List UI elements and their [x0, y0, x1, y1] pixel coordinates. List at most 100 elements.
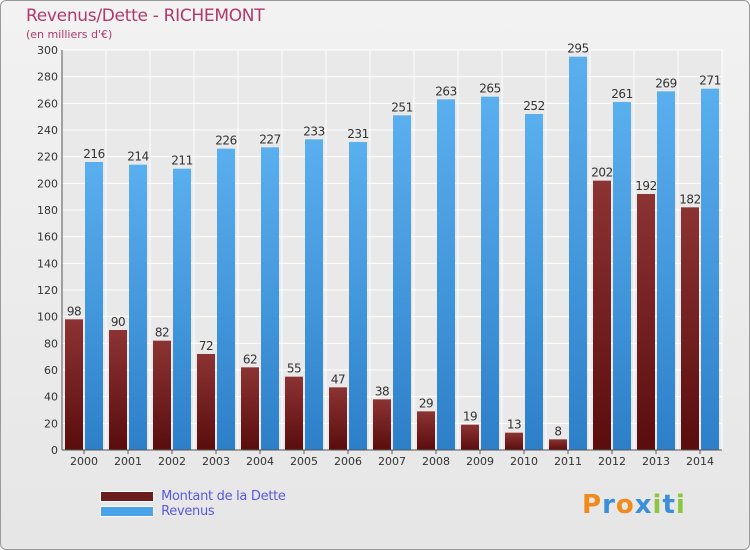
data-label-dette: 29	[419, 396, 433, 410]
bar-dette	[417, 411, 435, 450]
grid	[61, 49, 723, 451]
x-tick-label: 2004	[246, 455, 274, 468]
data-label-revenus: 231	[347, 127, 368, 141]
y-tick-label: 120	[37, 284, 58, 297]
logo-letter: r	[602, 490, 616, 520]
bar-dette	[681, 207, 699, 450]
bar-revenus	[481, 96, 499, 451]
y-tick-label: 200	[37, 177, 58, 190]
logo-letter: t	[662, 490, 676, 520]
bar-dette	[285, 376, 303, 450]
logo-letter: i	[675, 490, 686, 520]
x-tick-label: 2008	[422, 455, 450, 468]
legend-label-dette: Montant de la Dette	[161, 489, 286, 504]
bar-revenus	[393, 115, 411, 450]
data-label-dette: 182	[679, 192, 700, 206]
plot-area	[62, 50, 722, 450]
data-label-dette: 82	[155, 326, 169, 340]
bar-revenus	[129, 164, 147, 450]
bar-dette	[461, 424, 479, 450]
data-label-dette: 98	[67, 304, 81, 318]
data-label-dette: 72	[199, 339, 213, 353]
data-label-revenus: 227	[259, 132, 280, 146]
y-tick-label: 20	[44, 417, 58, 430]
bar-revenus	[305, 139, 323, 451]
bar-dette	[65, 319, 83, 450]
data-label-revenus: 269	[655, 76, 676, 90]
bar-revenus	[261, 147, 279, 451]
data-label-dette: 13	[507, 418, 521, 432]
data-label-dette: 90	[111, 315, 125, 329]
bar-dette	[549, 439, 567, 450]
chart-title: Revenus/Dette - RICHEMONT	[26, 6, 265, 26]
proxiti-logo: Proxiti	[582, 490, 686, 520]
data-label-revenus: 263	[435, 84, 456, 98]
legend-item-revenus: Revenus	[100, 501, 286, 519]
bar-revenus	[613, 102, 631, 450]
y-tick-label: 100	[37, 311, 58, 324]
data-label-revenus: 265	[479, 82, 500, 96]
data-label-revenus: 211	[171, 154, 192, 168]
bar-revenus	[657, 91, 675, 450]
data-label-dette: 47	[331, 372, 345, 386]
data-label-revenus: 251	[391, 100, 412, 114]
legend-swatch-revenus	[100, 506, 154, 517]
bar-revenus	[217, 148, 235, 450]
bar-revenus	[701, 88, 719, 451]
x-tick-label: 2005	[290, 455, 318, 468]
y-tick-label: 280	[37, 71, 58, 84]
bar-dette	[109, 330, 127, 450]
y-tick-label: 240	[37, 124, 58, 137]
y-tick-label: 220	[37, 151, 58, 164]
data-label-dette: 55	[287, 362, 301, 376]
chart-subtitle: (en milliers d'€)	[26, 28, 113, 41]
x-tick-label: 2001	[114, 455, 142, 468]
data-label-dette: 19	[463, 410, 477, 424]
x-tick-label: 2002	[158, 455, 186, 468]
logo-letter: P	[582, 490, 603, 520]
bar-dette	[329, 387, 347, 450]
x-tick-label: 2010	[510, 455, 538, 468]
x-tick-label: 2012	[598, 455, 626, 468]
x-tick-label: 2009	[466, 455, 494, 468]
data-label-dette: 8	[554, 424, 561, 438]
legend-item-dette: Montant de la Dette	[100, 486, 286, 504]
data-label-revenus: 233	[303, 124, 324, 138]
axes: 0 20 40 60 80 100 120 140 160 180 200 220 240 260 280 3…	[37, 44, 722, 468]
logo-letter: o	[615, 490, 635, 520]
data-label-revenus: 252	[523, 99, 544, 113]
x-tick-label: 2011	[554, 455, 582, 468]
logo-letter: x	[634, 490, 653, 520]
data-label-revenus: 261	[611, 87, 632, 101]
y-tick-label: 160	[37, 231, 58, 244]
data-label-revenus: 216	[83, 147, 104, 161]
bar-revenus	[173, 168, 191, 450]
bar-dette	[593, 180, 611, 450]
data-labels: 98 216 90 214 82 211 72 226 62 227 55 233 47 231 38 251…	[67, 42, 721, 439]
bar-dette	[637, 194, 655, 450]
bar-revenus	[525, 114, 543, 450]
data-label-dette: 202	[591, 166, 612, 180]
y-tick-label: 180	[37, 204, 58, 217]
bars	[65, 56, 719, 451]
y-tick-label: 40	[44, 391, 58, 404]
data-label-revenus: 295	[567, 42, 588, 56]
legend: Montant de la Dette Revenus	[100, 486, 286, 519]
data-label-dette: 38	[375, 384, 389, 398]
x-tick-label: 2014	[686, 455, 714, 468]
bar-revenus	[85, 162, 103, 450]
y-tick-label: 0	[51, 444, 58, 457]
bar-dette	[241, 367, 259, 450]
x-tick-label: 2007	[378, 455, 406, 468]
y-tick-label: 260	[37, 97, 58, 110]
data-label-dette: 62	[243, 352, 257, 366]
bar-revenus	[569, 56, 587, 451]
data-label-revenus: 226	[215, 134, 236, 148]
data-label-dette: 192	[635, 179, 656, 193]
y-tick-label: 300	[37, 44, 58, 57]
y-tick-label: 60	[44, 364, 58, 377]
bar-dette	[197, 354, 215, 450]
bar-dette	[373, 399, 391, 450]
bar-dette	[153, 340, 171, 450]
